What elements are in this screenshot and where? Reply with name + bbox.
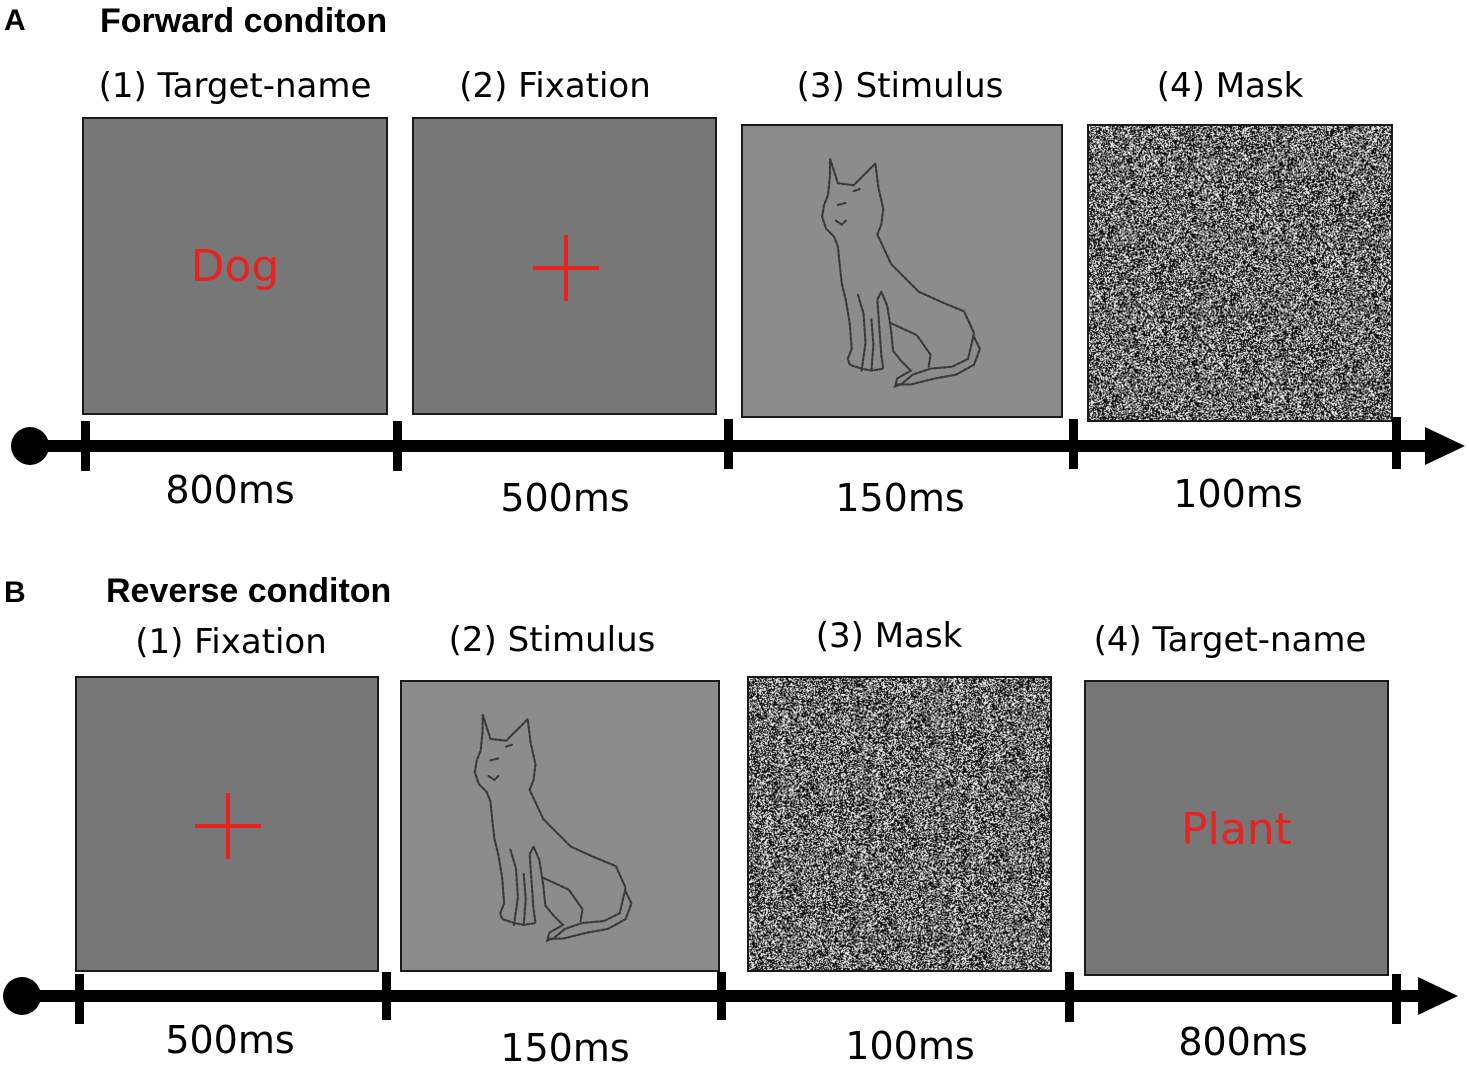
panel-a-letter: A [4, 4, 26, 37]
panel-a-target-name-screen: Dog [82, 117, 388, 415]
fixation-cross-icon [195, 793, 261, 859]
panel-b-step-1-label: (1) Fixation [135, 622, 327, 662]
panel-b-step-4-duration: 800ms [1178, 1020, 1308, 1064]
panel-b-step-3-duration: 100ms [845, 1024, 975, 1068]
panel-b-title: Reverse conditon [106, 572, 392, 610]
panel-a-step-2-duration: 500ms [500, 476, 630, 520]
panel-a-step-4-label: (4) Mask [1156, 66, 1304, 106]
panel-a-title: Forward conditon [100, 2, 388, 40]
noise-mask-image [1089, 126, 1391, 420]
panel-a-step-2-label: (2) Fixation [459, 66, 651, 106]
target-word: Plant [1181, 804, 1292, 855]
panel-a-fixation-screen [412, 117, 717, 415]
panel-b-letter: B [4, 576, 26, 609]
noise-mask-image [749, 678, 1050, 970]
panel-b-stimulus-screen [400, 680, 720, 972]
panel-a-step-4-duration: 100ms [1173, 472, 1303, 516]
panel-b-step-4-label: (4) Target-name [1093, 620, 1367, 660]
panel-b-mask-screen [747, 676, 1052, 972]
panel-a-step-3-duration: 150ms [835, 476, 965, 520]
panel-b-step-2-duration: 150ms [500, 1026, 630, 1070]
panel-a-step-1-label: (1) Target-name [98, 66, 372, 106]
panel-b-step-3-label: (3) Mask [815, 616, 963, 656]
cat-drawing-icon [820, 158, 982, 389]
panel-b-fixation-screen [75, 676, 379, 972]
panel-a-mask-screen [1087, 124, 1393, 422]
panel-b-step-1-duration: 500ms [165, 1018, 295, 1062]
cat-drawing-icon [473, 713, 633, 943]
panel-a-stimulus-screen [741, 124, 1063, 418]
panel-a-step-3-label: (3) Stimulus [796, 66, 1004, 106]
panel-a-step-1-duration: 800ms [165, 468, 295, 512]
panel-b-target-name-screen: Plant [1084, 680, 1389, 976]
fixation-cross-icon [533, 235, 599, 301]
target-word: Dog [190, 241, 280, 292]
panel-b-step-2-label: (2) Stimulus [448, 620, 656, 660]
